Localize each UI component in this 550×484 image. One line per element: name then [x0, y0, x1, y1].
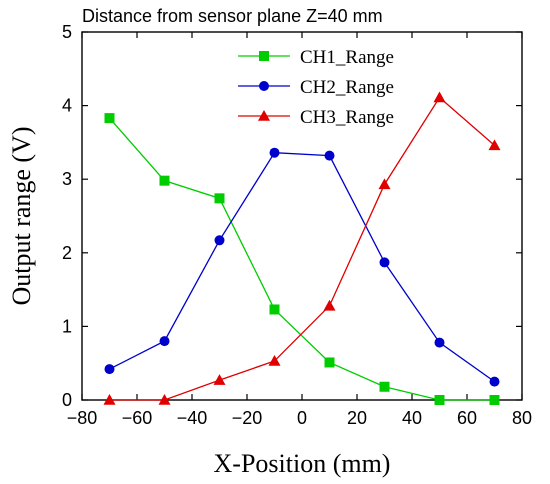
x-axis-label: X-Position (mm) [214, 449, 391, 478]
data-point [378, 178, 391, 190]
data-point [379, 381, 390, 392]
legend: CH1_Range CH2_Range CH3_Range [238, 47, 394, 128]
y-tick-label: 4 [62, 96, 72, 116]
data-point [269, 304, 280, 315]
legend-label: CH2_Range [300, 77, 394, 98]
x-tick-label: 0 [297, 408, 307, 428]
legend-label: CH3_Range [300, 107, 394, 128]
data-point [489, 395, 500, 405]
series-line [109, 117, 495, 401]
series-layer [103, 91, 501, 405]
data-point [488, 139, 501, 151]
data-point [434, 395, 445, 405]
series-1 [104, 113, 500, 405]
x-tick-label: 20 [347, 408, 367, 428]
legend-label: CH1_Range [300, 47, 394, 68]
y-tick-label: 2 [62, 243, 72, 263]
data-point [324, 150, 335, 161]
data-point [159, 336, 170, 347]
data-point [213, 374, 226, 385]
data-point [104, 364, 115, 375]
x-tick-label: 80 [512, 408, 532, 428]
data-point [379, 257, 390, 268]
series-line [109, 96, 495, 401]
series-2 [104, 147, 500, 387]
x-tick-label: 60 [457, 408, 477, 428]
data-point [268, 354, 281, 366]
legend-marker [259, 51, 269, 61]
data-point [214, 193, 225, 204]
legend-entry: CH3_Range [238, 107, 394, 128]
legend-marker [259, 81, 269, 91]
y-tick-label: 3 [62, 169, 72, 189]
legend-entry: CH2_Range [238, 77, 394, 98]
y-axis-label: Output range (V) [7, 126, 36, 305]
x-tick-label: −80 [67, 408, 98, 428]
data-point [269, 147, 280, 158]
data-point [103, 394, 116, 405]
x-tick-label: −60 [122, 408, 153, 428]
x-tick-label: −20 [232, 408, 263, 428]
legend-marker [258, 110, 270, 121]
y-tick-label: 0 [62, 390, 72, 410]
chart-annotation: Distance from sensor plane Z=40 mm [82, 6, 383, 26]
data-point [104, 113, 115, 124]
data-point [323, 299, 336, 311]
data-point [159, 175, 170, 186]
series-line [109, 152, 495, 383]
data-point [489, 376, 500, 387]
legend-entry: CH1_Range [238, 47, 394, 68]
data-point [324, 357, 335, 368]
y-tick-label: 1 [62, 316, 72, 336]
data-point [434, 337, 445, 348]
y-tick-label: 5 [62, 22, 72, 42]
data-point [214, 235, 225, 246]
x-tick-label: 40 [402, 408, 422, 428]
tick-marks [81, 31, 523, 401]
series-3 [103, 91, 501, 405]
tick-labels: −80 −60 −40 −20 0 20 40 60 80 0 1 2 3 4 5 [62, 22, 532, 428]
x-tick-label: −40 [177, 408, 208, 428]
data-point [158, 394, 171, 405]
data-point [433, 91, 446, 103]
